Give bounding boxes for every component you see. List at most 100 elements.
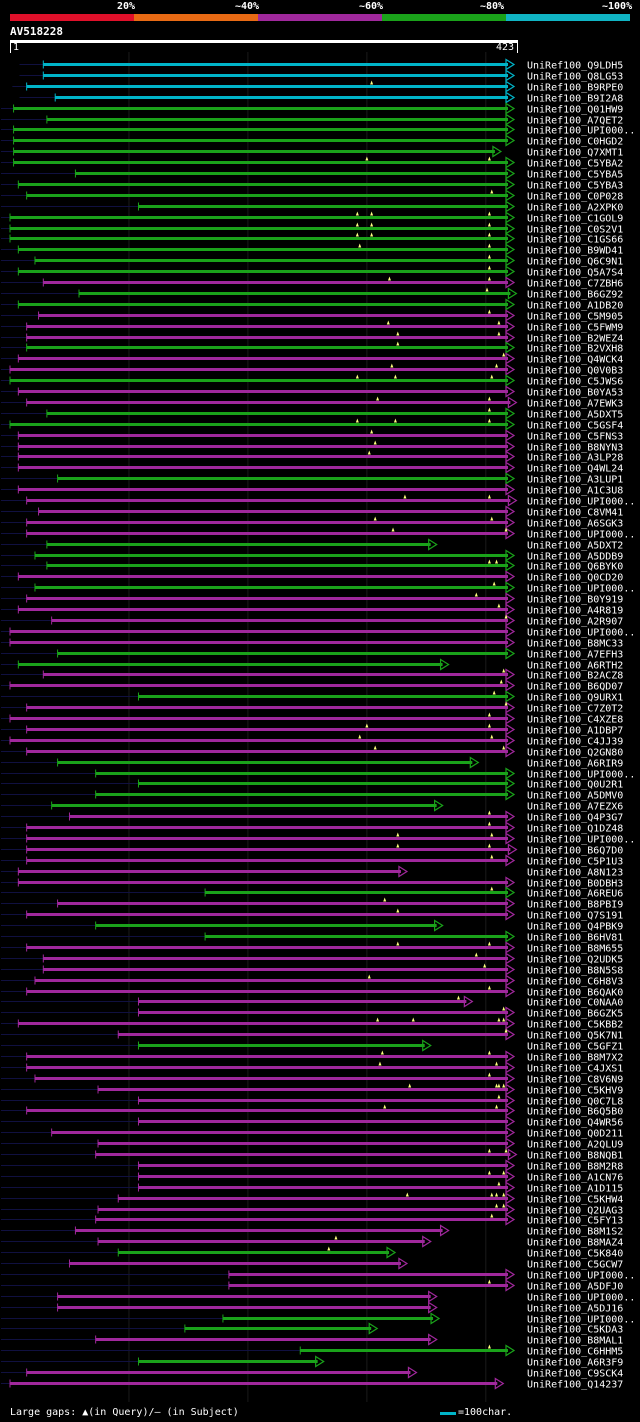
hit-row[interactable]: UniRef100_A5DXT2 <box>1 538 623 552</box>
hit-label[interactable]: UniRef100_A6RTH2 <box>527 661 623 672</box>
hit-row[interactable]: UniRef100_C5M905 <box>1 309 623 323</box>
hit-label[interactable]: UniRef100_Q4P3G7 <box>527 813 623 824</box>
hit-row[interactable]: UniRef100_Q9LDH5 <box>19 58 624 72</box>
hit-label[interactable]: UniRef100_B9RPE0 <box>527 83 623 94</box>
hit-label[interactable]: UniRef100_UPI000.. <box>527 835 635 846</box>
hit-row[interactable]: UniRef100_UPI000.. <box>1 832 635 846</box>
hit-label[interactable]: UniRef100_UPI000.. <box>527 497 635 508</box>
hit-label[interactable]: UniRef100_A6RIR9 <box>527 759 623 770</box>
hit-row[interactable]: UniRef100_Q0C7L8 <box>1 1094 623 1108</box>
hit-row[interactable]: UniRef100_UPI000.. <box>1 527 635 541</box>
hit-row[interactable]: UniRef100_C0P028 <box>1 189 623 203</box>
hit-label[interactable]: UniRef100_A6R3F9 <box>527 1358 623 1369</box>
hit-row[interactable]: UniRef100_A1DBP7 <box>1 723 623 737</box>
hit-label[interactable]: UniRef100_C5P1U3 <box>527 857 623 868</box>
hit-row[interactable]: UniRef100_B6Q5B0 <box>1 1104 623 1118</box>
hit-label[interactable]: UniRef100_Q4WL24 <box>527 464 623 475</box>
hit-row[interactable]: UniRef100_A6R3F9 <box>1 1355 623 1369</box>
hit-label[interactable]: UniRef100_B2VXH8 <box>527 344 623 355</box>
hit-label[interactable]: UniRef100_B9WD41 <box>527 246 623 257</box>
hit-label[interactable]: UniRef100_A6SGK3 <box>527 519 623 530</box>
hit-label[interactable]: UniRef100_A7EWK3 <box>527 399 623 410</box>
hit-row[interactable]: UniRef100_Q0V0B3 <box>1 363 623 377</box>
hit-label[interactable]: UniRef100_B8N5S8 <box>527 966 623 977</box>
hit-row[interactable]: UniRef100_B9RPE0 <box>12 80 623 94</box>
hit-label[interactable]: UniRef100_Q5A7S4 <box>527 268 623 279</box>
hit-row[interactable]: UniRef100_C5GSF4 <box>1 418 623 432</box>
hit-label[interactable]: UniRef100_Q4WCK4 <box>527 355 623 366</box>
hit-row[interactable]: UniRef100_A4R819 <box>1 603 623 617</box>
hit-label[interactable]: UniRef100_B8MC33 <box>527 639 623 650</box>
hit-row[interactable]: UniRef100_A2XPK0 <box>1 200 623 214</box>
hit-label[interactable]: UniRef100_B6GZK5 <box>527 1009 623 1020</box>
hit-label[interactable]: UniRef100_A7QET2 <box>527 116 623 127</box>
hit-row[interactable]: UniRef100_B8MC33 <box>1 636 623 650</box>
hit-row[interactable]: UniRef100_B8M7X2 <box>1 1050 623 1064</box>
hit-label[interactable]: UniRef100_Q14237 <box>527 1380 623 1391</box>
hit-row[interactable]: UniRef100_A6RTH2 <box>1 658 623 672</box>
hit-row[interactable]: UniRef100_A2R907 <box>1 614 623 628</box>
hit-row[interactable]: UniRef100_A5DMV0 <box>1 788 623 802</box>
hit-row[interactable]: UniRef100_Q6BYK0 <box>1 559 623 573</box>
hit-row[interactable]: UniRef100_B6QD07 <box>1 679 623 693</box>
hit-row[interactable]: UniRef100_C5KHW4 <box>1 1192 623 1206</box>
hit-row[interactable]: UniRef100_C8VM41 <box>1 505 623 519</box>
hit-label[interactable]: UniRef100_C6H8V3 <box>527 977 623 988</box>
hit-row[interactable]: UniRef100_C5P1U3 <box>1 854 623 868</box>
hit-row[interactable]: UniRef100_C1GS66 <box>1 232 623 246</box>
hit-label[interactable]: UniRef100_A5DJ16 <box>527 1304 623 1315</box>
hit-row[interactable]: UniRef100_A3LP28 <box>1 450 623 464</box>
hit-label[interactable]: UniRef100_B8PBI9 <box>527 900 623 911</box>
hit-label[interactable]: UniRef100_B8M1S2 <box>527 1227 623 1238</box>
hit-label[interactable]: UniRef100_C5YBA2 <box>527 159 623 170</box>
hit-row[interactable]: UniRef100_A7EWK3 <box>1 396 623 410</box>
hit-label[interactable]: UniRef100_A2QLU9 <box>527 1140 623 1151</box>
hit-label[interactable]: UniRef100_Q6BYK0 <box>527 562 623 573</box>
hit-row[interactable]: UniRef100_C5YBA3 <box>1 178 623 192</box>
hit-label[interactable]: UniRef100_Q1DZ48 <box>527 824 623 835</box>
hit-label[interactable]: UniRef100_Q0C7L8 <box>527 1097 623 1108</box>
hit-row[interactable]: UniRef100_Q0CD20 <box>1 570 623 584</box>
hit-label[interactable]: UniRef100_A7EZX6 <box>527 802 623 813</box>
hit-label[interactable]: UniRef100_A6REU6 <box>527 889 623 900</box>
hit-row[interactable]: UniRef100_B6QAK0 <box>1 985 623 999</box>
hit-label[interactable]: UniRef100_Q9URX1 <box>527 693 623 704</box>
hit-row[interactable]: UniRef100_A7EZX6 <box>1 799 623 813</box>
hit-label[interactable]: UniRef100_C0NAA0 <box>527 998 623 1009</box>
hit-row[interactable]: UniRef100_C5FWM9 <box>1 320 623 334</box>
hit-label[interactable]: UniRef100_UPI000.. <box>527 530 635 541</box>
hit-row[interactable]: UniRef100_B0YA53 <box>1 385 623 399</box>
hit-row[interactable]: UniRef100_Q2UDK5 <box>1 952 623 966</box>
hit-label[interactable]: UniRef100_C4XZE8 <box>527 715 623 726</box>
hit-label[interactable]: UniRef100_C7ZBH6 <box>527 279 623 290</box>
hit-row[interactable]: UniRef100_A5DJ16 <box>1 1301 623 1315</box>
hit-row[interactable]: UniRef100_A5DDB9 <box>1 549 623 563</box>
hit-label[interactable]: UniRef100_C5FY13 <box>527 1216 623 1227</box>
hit-row[interactable]: UniRef100_C5FY13 <box>1 1213 623 1227</box>
hit-label[interactable]: UniRef100_C5GSF4 <box>527 421 623 432</box>
hit-row[interactable]: UniRef100_Q7S191 <box>1 908 623 922</box>
hit-row[interactable]: UniRef100_UPI000.. <box>1 581 635 595</box>
hit-label[interactable]: UniRef100_Q4PBK9 <box>527 922 623 933</box>
hit-label[interactable]: UniRef100_B8MAZ4 <box>527 1238 623 1249</box>
hit-row[interactable]: UniRef100_C4XZE8 <box>1 712 623 726</box>
hit-row[interactable]: UniRef100_Q14237 <box>1 1377 623 1391</box>
hit-label[interactable]: UniRef100_UPI000.. <box>527 584 635 595</box>
hit-row[interactable]: UniRef100_B9WD41 <box>1 243 623 257</box>
hit-row[interactable]: UniRef100_A8N123 <box>1 865 623 879</box>
hit-row[interactable]: UniRef100_B0DBH3 <box>1 876 623 890</box>
hit-label[interactable]: UniRef100_A1C3U8 <box>527 486 623 497</box>
hit-row[interactable]: UniRef100_A6RIR9 <box>1 756 623 770</box>
hit-row[interactable]: UniRef100_B8MAL1 <box>1 1333 623 1347</box>
hit-label[interactable]: UniRef100_C5FWM9 <box>527 323 623 334</box>
hit-row[interactable]: UniRef100_C0S2V1 <box>1 222 623 236</box>
hit-label[interactable]: UniRef100_C5M905 <box>527 312 623 323</box>
hit-label[interactable]: UniRef100_B8M655 <box>527 944 623 955</box>
hit-label[interactable]: UniRef100_B9I2A8 <box>527 94 623 105</box>
hit-row[interactable]: UniRef100_A1DB20 <box>1 298 623 312</box>
hit-row[interactable]: UniRef100_Q4WL24 <box>1 461 623 475</box>
hit-row[interactable]: UniRef100_Q2UAG3 <box>1 1203 623 1217</box>
hit-label[interactable]: UniRef100_UPI000.. <box>527 1293 635 1304</box>
hit-row[interactable]: UniRef100_C5KBB2 <box>1 1017 623 1031</box>
hit-row[interactable]: UniRef100_A6REU6 <box>1 886 623 900</box>
